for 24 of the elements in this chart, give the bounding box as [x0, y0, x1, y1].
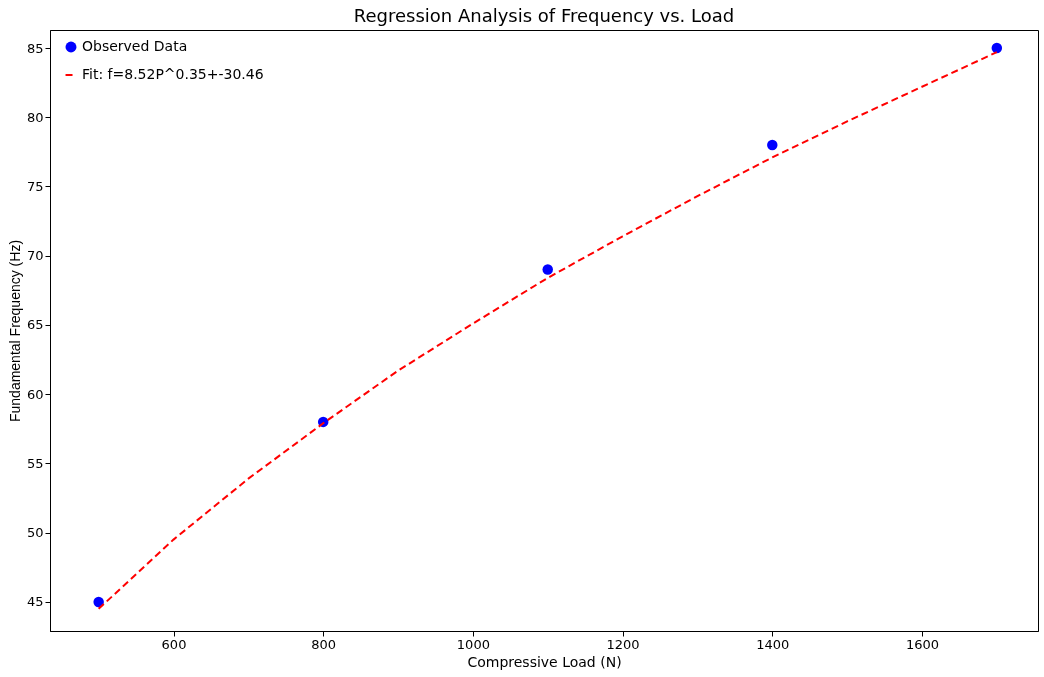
y-tick-label: 75: [26, 178, 44, 194]
point: [542, 264, 553, 275]
y-axis-title: Fundamental Frequency (Hz): [6, 239, 23, 423]
x-tick-label: 800: [311, 636, 337, 652]
y-tick-label: 65: [26, 317, 44, 333]
y-tick-label: 55: [26, 455, 44, 471]
y-tick-label: 60: [26, 386, 44, 402]
y-tick-label: 85: [26, 40, 44, 56]
point: [991, 42, 1003, 54]
chart-title: Regression Analysis of Frequency vs. Load: [353, 5, 735, 26]
y-tick-label: 70: [26, 248, 44, 264]
legend-label: Observed Data: [82, 38, 188, 54]
y-tick-label: 45: [26, 594, 44, 610]
y-tick-label: 80: [26, 109, 44, 125]
x-tick-label: 1000: [456, 636, 490, 652]
x-tick-label: 1200: [606, 636, 640, 652]
point: [93, 596, 104, 608]
x-tick-label: 1400: [756, 636, 790, 652]
x-tick-label: 1600: [905, 636, 940, 652]
y-tick-label: 50: [26, 525, 44, 541]
legend-label: Fit: f=8.52P^0.35+-30.46: [82, 66, 264, 82]
point: [767, 139, 778, 151]
x-tick-label: 600: [161, 636, 187, 652]
x-axis-title: Compressive Load (N): [467, 653, 622, 670]
